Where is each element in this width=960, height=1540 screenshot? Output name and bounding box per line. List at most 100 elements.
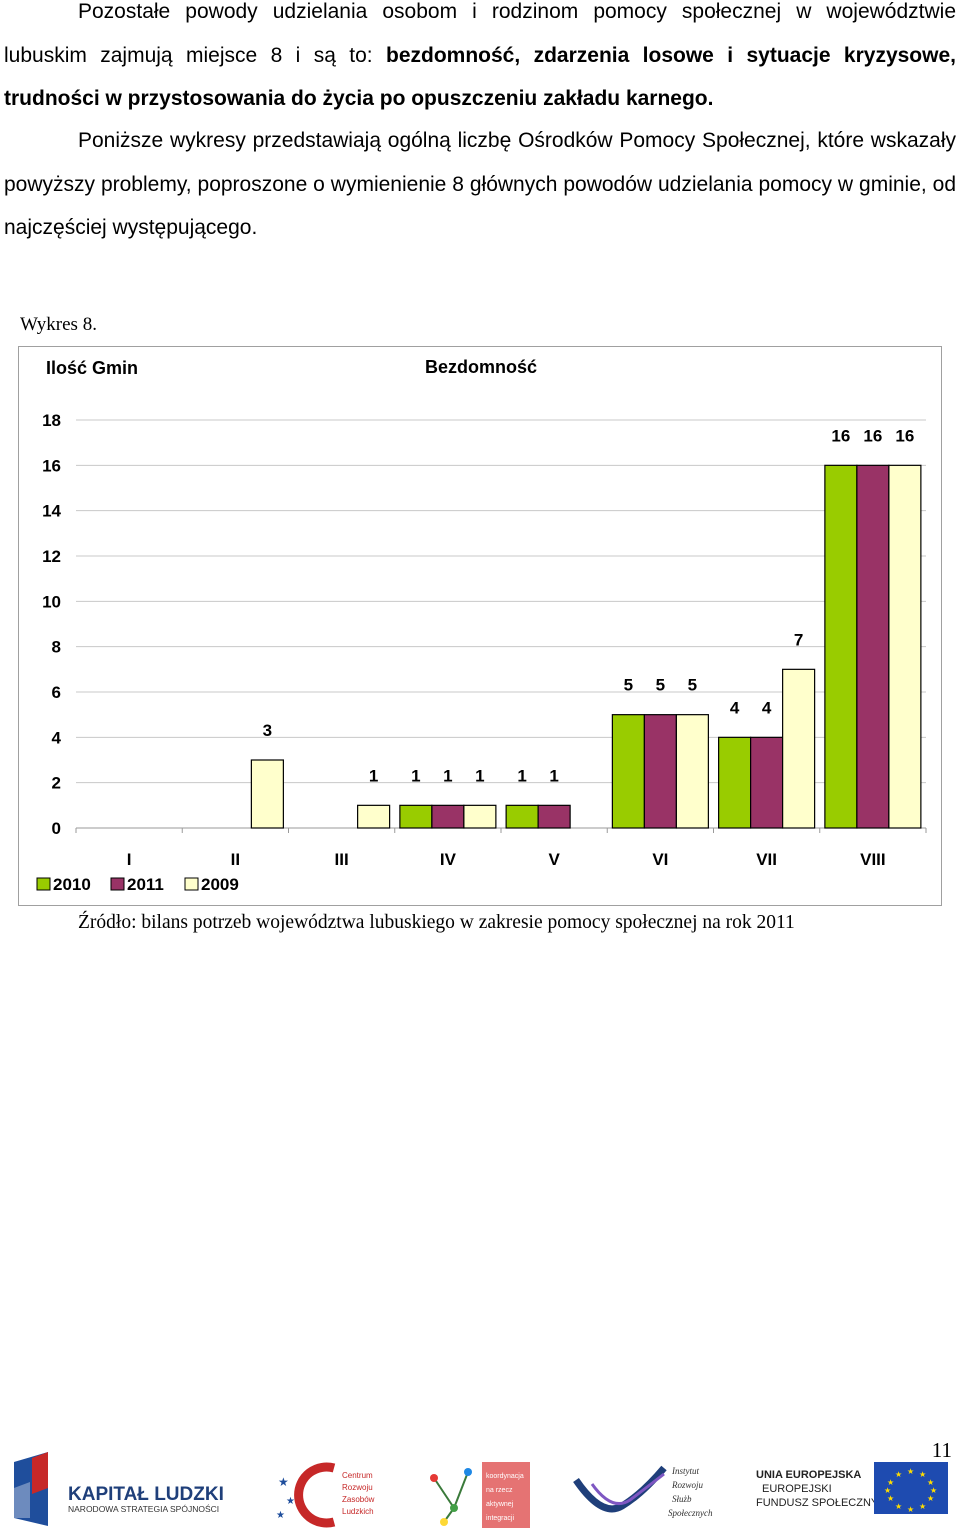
y-tick-label: 10 <box>42 592 61 611</box>
eu-line-2: EUROPEJSKI <box>762 1483 832 1495</box>
bar-2010-IV <box>399 804 433 829</box>
bar-2011-VII <box>750 736 784 829</box>
x-tick-label: VIII <box>860 850 886 869</box>
x-tick-label: III <box>335 850 349 869</box>
svg-text:★: ★ <box>276 1510 285 1521</box>
y-axis-title: Ilość Gmin <box>46 358 138 378</box>
koordynacja-line-1: koordynacja <box>486 1473 524 1480</box>
bar-2009-VI <box>675 714 709 829</box>
y-tick-label: 18 <box>42 411 61 430</box>
y-tick-label: 0 <box>52 819 61 838</box>
chart-caption: Wykres 8. <box>20 314 97 335</box>
bar-2009-II <box>250 759 284 829</box>
koordynacja-logo: koordynacja na rzecz aktywnej integracji <box>424 1458 534 1532</box>
data-label: 1 <box>411 766 420 785</box>
svg-text:★: ★ <box>884 1486 891 1495</box>
data-label: 16 <box>831 426 850 445</box>
instytut-logo: Instytut Rozwoju Służb Społecznych <box>572 1458 720 1534</box>
data-label: 1 <box>475 766 484 785</box>
y-tick-label: 4 <box>52 728 62 747</box>
svg-text:★: ★ <box>927 1478 934 1487</box>
koordynacja-line-4: integracji <box>486 1515 514 1522</box>
data-label: 5 <box>688 676 697 695</box>
crzl-line-1: Centrum <box>342 1471 373 1480</box>
page-number: 11 <box>931 1438 952 1462</box>
paragraph-other-reasons-bold: bezdomność, zdarzenia losowe i sytuacje … <box>4 43 956 111</box>
paragraph-other-reasons: Pozostałe powody udzielania osobom i rod… <box>4 0 956 121</box>
svg-text:★: ★ <box>907 1505 914 1514</box>
legend-swatch <box>36 877 51 891</box>
koordynacja-line-3: aktywnej <box>486 1501 514 1508</box>
crzl-line-2: Rozwoju <box>342 1483 373 1492</box>
bar-2011-VIII <box>856 464 890 829</box>
instytut-line-2: Rozwoju <box>671 1480 704 1490</box>
paragraph-charts-intro-text: Poniższe wykresy przedstawiają ogólną li… <box>4 129 956 239</box>
kapital-ludzki-title: KAPITAŁ LUDZKI <box>68 1484 224 1505</box>
legend-label: 2009 <box>201 875 239 894</box>
svg-text:★: ★ <box>930 1486 937 1495</box>
bar-2009-IV <box>463 804 497 829</box>
data-label: 5 <box>624 676 633 695</box>
data-label: 1 <box>517 766 526 785</box>
source-note: Źródło: bilans potrzeb województwa lubus… <box>78 912 795 933</box>
legend-swatch <box>184 877 199 891</box>
bar-2010-VI <box>611 714 645 829</box>
bar-2011-IV <box>431 804 465 829</box>
eu-logo: UNIA EUROPEJSKA EUROPEJSKI FUNDUSZ SPOŁE… <box>752 1460 952 1534</box>
bar-2010-VIII <box>824 464 858 829</box>
y-tick-label: 12 <box>42 547 61 566</box>
data-label: 16 <box>863 426 882 445</box>
x-tick-label: VII <box>756 850 777 869</box>
chart-frame: Bezdomność Ilość Gmin 0 2 4 6 8 10 12 14 16 18 I II II… <box>18 346 942 906</box>
svg-text:★: ★ <box>895 1502 902 1511</box>
paragraph-other-reasons-text: Pozostałe powody udzielania osobom i rod… <box>4 0 956 67</box>
data-label: 4 <box>730 698 740 717</box>
svg-text:★: ★ <box>887 1494 894 1503</box>
bar-2010-VII <box>718 736 752 829</box>
svg-text:★: ★ <box>927 1494 934 1503</box>
svg-text:★: ★ <box>919 1470 926 1479</box>
footer-logos: KAPITAŁ LUDZKI NARODOWA STRATEGIA SPÓJNO… <box>0 1440 960 1540</box>
chart-title: Bezdomność <box>425 357 537 377</box>
data-label: 16 <box>895 426 914 445</box>
data-label: 1 <box>549 766 558 785</box>
data-label: 5 <box>656 676 665 695</box>
svg-text:★: ★ <box>919 1502 926 1511</box>
svg-text:★: ★ <box>286 1496 295 1507</box>
instytut-line-1: Instytut <box>671 1466 699 1476</box>
bar-2009-III <box>357 804 391 829</box>
legend-label: 2010 <box>53 875 91 894</box>
paragraph-charts-intro: Poniższe wykresy przedstawiają ogólną li… <box>4 119 956 250</box>
legend-swatch <box>110 877 125 891</box>
kapital-ludzki-subtitle: NARODOWA STRATEGIA SPÓJNOŚCI <box>68 1503 219 1514</box>
y-tick-label: 6 <box>52 683 61 702</box>
svg-text:★: ★ <box>907 1467 914 1476</box>
x-tick-label: II <box>231 850 240 869</box>
y-tick-label: 2 <box>52 774 61 793</box>
x-tick-label: IV <box>440 850 457 869</box>
x-tick-label: V <box>548 850 560 869</box>
instytut-line-4: Społecznych <box>668 1508 713 1518</box>
data-label: 3 <box>263 721 272 740</box>
crzl-line-3: Zasobów <box>342 1495 375 1504</box>
koordynacja-line-2: na rzecz <box>486 1487 513 1494</box>
instytut-line-3: Służb <box>672 1494 692 1504</box>
svg-text:★: ★ <box>278 1475 289 1489</box>
legend-label: 2011 <box>127 875 164 894</box>
svg-text:★: ★ <box>895 1470 902 1479</box>
y-tick-label: 14 <box>42 502 61 521</box>
bar-2011-V <box>537 804 571 829</box>
svg-text:★: ★ <box>887 1478 894 1487</box>
crzl-logo: ★ ★ ★ Centrum Rozwoju Zasobów Ludzkich <box>272 1460 387 1530</box>
eu-line-1: UNIA EUROPEJSKA <box>756 1469 861 1481</box>
y-tick-label: 16 <box>42 456 61 475</box>
data-label: 7 <box>794 630 803 649</box>
eu-line-3: FUNDUSZ SPOŁECZNY <box>756 1497 879 1509</box>
eu-flag-icon <box>874 1462 948 1514</box>
x-tick-label: I <box>127 850 132 869</box>
data-label: 4 <box>762 698 772 717</box>
bar-2009-VII <box>782 668 816 829</box>
bar-2011-VI <box>643 714 677 829</box>
y-tick-label: 8 <box>52 638 61 657</box>
